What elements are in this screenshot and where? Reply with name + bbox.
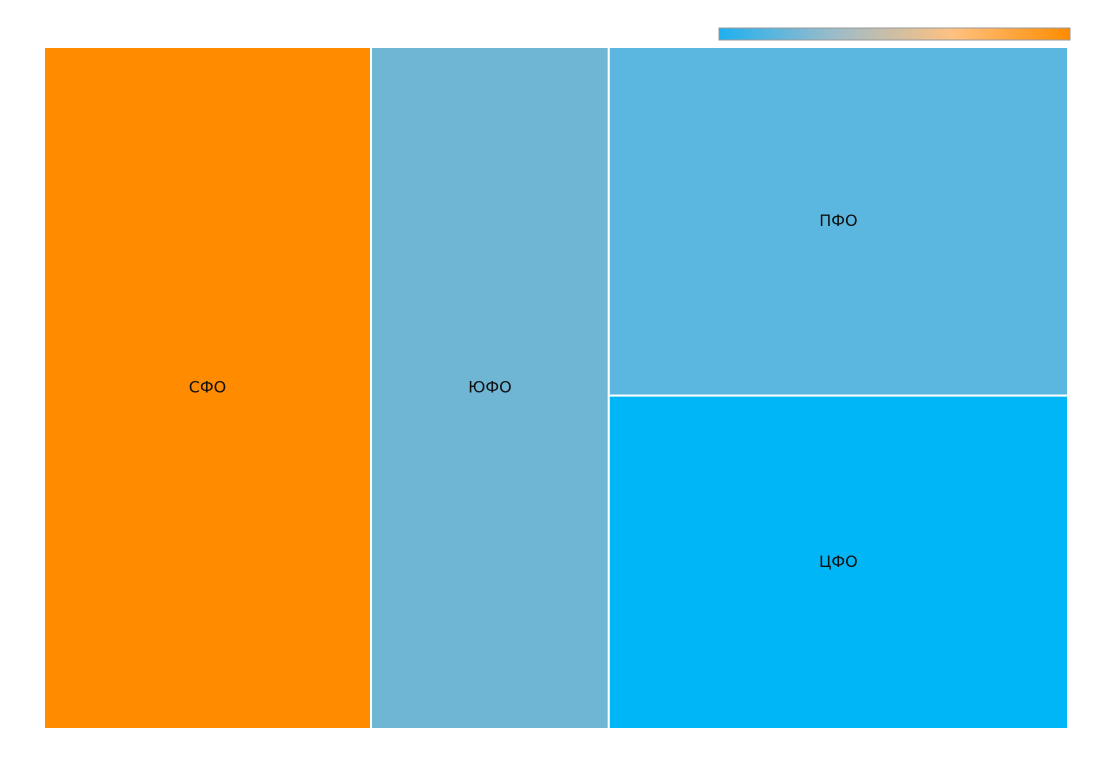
treemap-tile [43,46,372,730]
tile-label: ЦФО [819,552,858,571]
tile-label: ЮФО [468,378,512,397]
tile-label: СФО [189,378,227,397]
treemap-tile [607,46,1070,397]
treemap-tile [369,46,610,730]
treemap-tile [607,394,1070,730]
colorbar [718,27,1071,41]
tile-label: ПФО [819,211,857,230]
